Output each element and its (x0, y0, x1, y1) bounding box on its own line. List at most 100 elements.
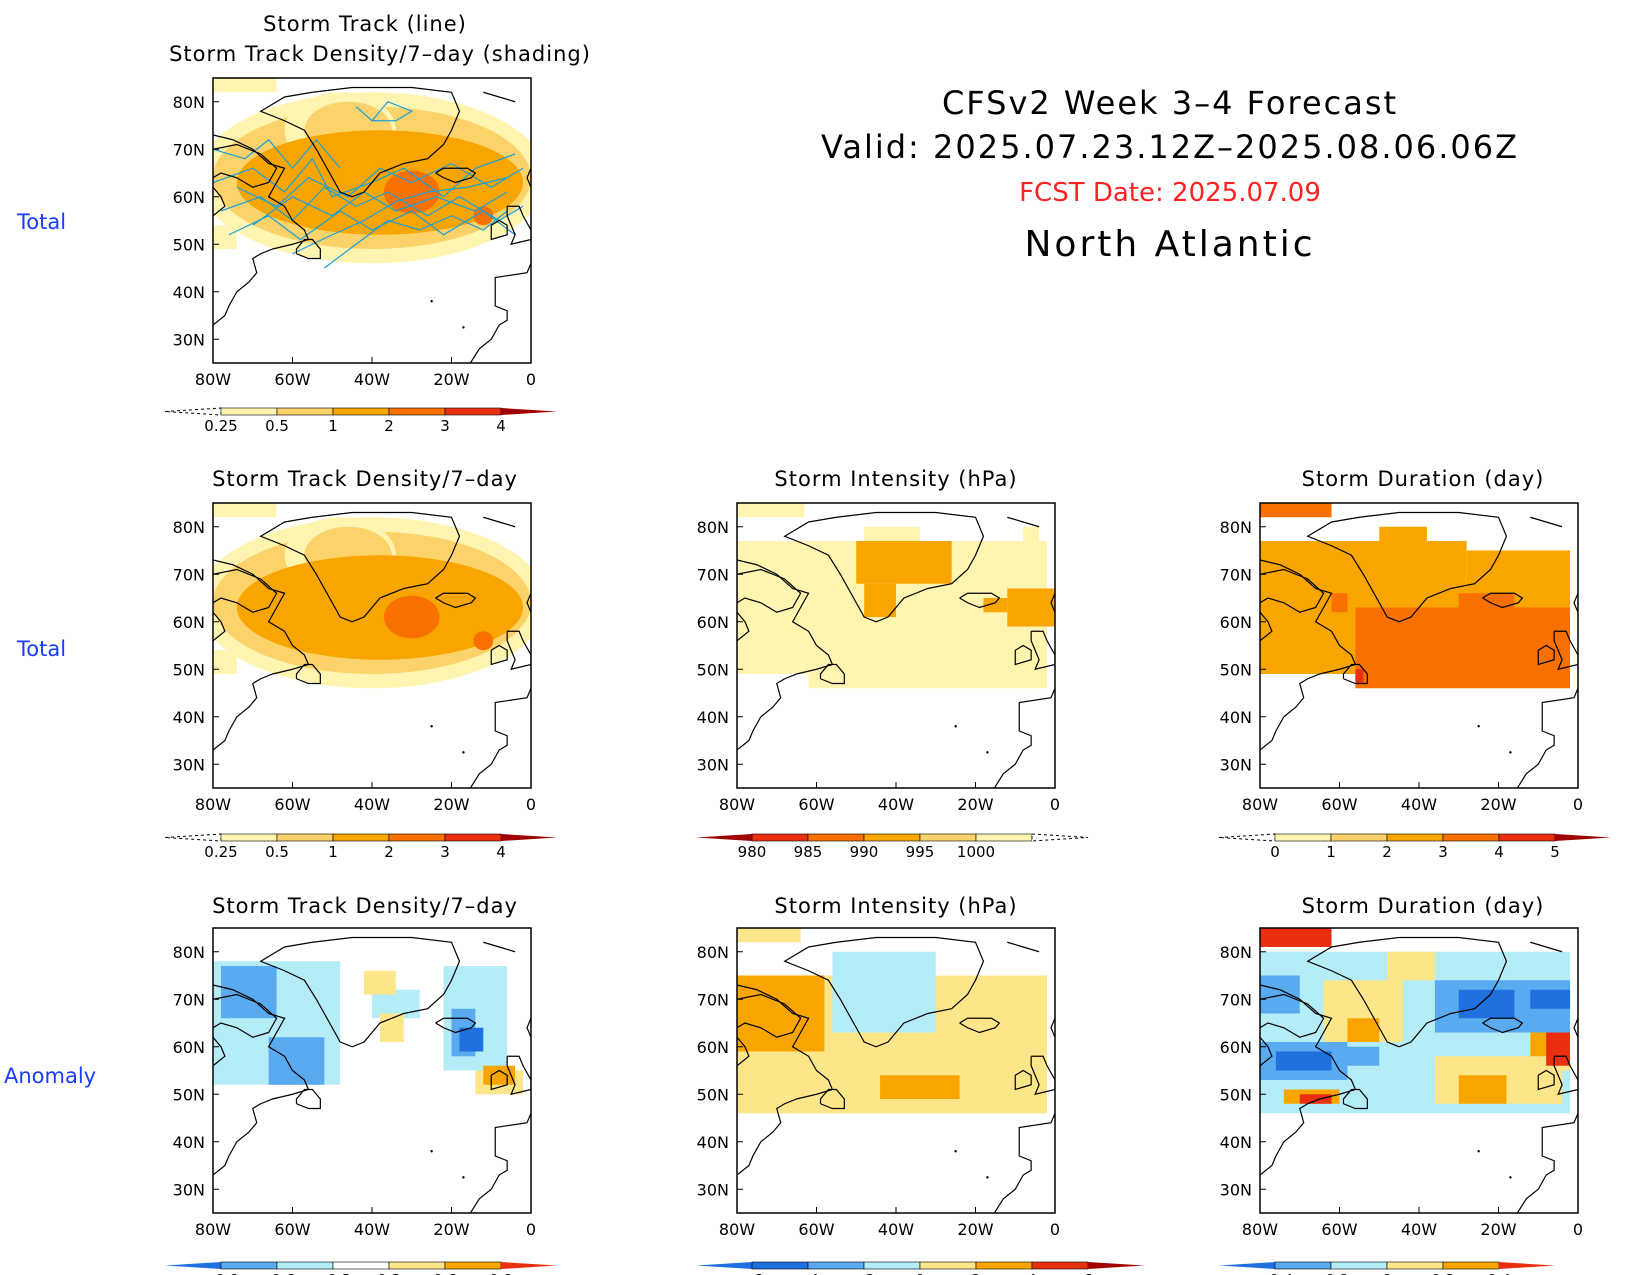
colorbar-density-anom-label-4: 0.6 (433, 1271, 457, 1275)
coastline-8 (1573, 1018, 1578, 1038)
coastline-9 (1516, 688, 1578, 788)
lat-label-1: 70N (1220, 565, 1252, 584)
dens-anom-neg06-1 (268, 1037, 325, 1085)
coastline-10 (1530, 516, 1563, 528)
colorbar-duration-label-0: 0 (1270, 843, 1280, 861)
coastline-7 (1537, 1069, 1555, 1091)
lon-label-4: 0 (526, 1220, 536, 1239)
colorbar-density-top-label-0: 0.25 (204, 417, 237, 435)
coastline-3 (1260, 1036, 1273, 1067)
coastline-4 (819, 1088, 845, 1110)
dur-anom-pos04-1 (1458, 1075, 1507, 1104)
lat-label-0: 80N (697, 518, 729, 537)
colorbar-density-label-2: 1 (328, 843, 338, 861)
colorbar-duration-right (1555, 834, 1611, 841)
colorbar-intensity-anom-label-3: 0 (915, 1271, 925, 1275)
lat-label-5: 30N (173, 1180, 205, 1199)
coastline-10 (483, 941, 516, 953)
density-1 (236, 130, 524, 235)
colorbar-duration-anom-label-0: −0.4 (1257, 1271, 1293, 1275)
colorbar-density-top-left (164, 407, 222, 416)
coastline-7 (1537, 644, 1555, 666)
coastline-8 (1573, 593, 1578, 613)
coastline-5 (959, 1017, 1001, 1034)
colorbar-density-top-label-3: 2 (384, 417, 394, 435)
dur-anom-neg04-2 (1530, 989, 1571, 1009)
colorbar-intensity-anom-right (1088, 1262, 1144, 1269)
p2-map: 80N 70N 60N 50N 40N 30N 80W 60W 40W 20W 0 (173, 502, 536, 814)
lat-label-3: 50N (1220, 660, 1252, 679)
azores-dot (430, 725, 433, 728)
lat-label-5: 30N (697, 755, 729, 774)
coastline-8 (526, 1018, 531, 1038)
madeira-dot (986, 751, 989, 754)
lat-label-0: 80N (173, 943, 205, 962)
lon-label-2: 40W (354, 1220, 390, 1239)
madeira-dot (462, 326, 465, 329)
colorbar-density-label-1: 0.5 (265, 843, 289, 861)
lat-label-3: 50N (173, 1085, 205, 1104)
colorbar-density-swatch-3 (388, 833, 446, 842)
lat-label-4: 40N (173, 1133, 205, 1152)
colorbar-duration-anom-label-1: −0.2 (1313, 1271, 1349, 1275)
row-label-total-2: Total (17, 637, 67, 661)
lat-label-1: 70N (697, 565, 729, 584)
region-title: North Atlantic (1024, 224, 1316, 265)
colorbar-intensity-anom-swatch-0 (751, 1261, 809, 1270)
lon-label-0: 80W (195, 370, 231, 389)
lat-label-1: 70N (1220, 990, 1252, 1009)
colorbar-density-top: 0.25 0.5 1 2 3 4 (164, 407, 557, 435)
colorbar-density-anom-label-1: −0.6 (259, 1271, 295, 1275)
coastline-0 (259, 936, 461, 1048)
storm-track-7 (323, 210, 508, 269)
lon-label-4: 0 (526, 370, 536, 389)
colorbar-intensity-left (696, 834, 752, 841)
density-2 (383, 170, 440, 214)
coastline-9 (993, 1113, 1055, 1213)
dur-anom-neg04-0 (1275, 1051, 1332, 1071)
lon-label-1: 60W (274, 1220, 310, 1239)
p6-map: 80N 70N 60N 50N 40N 30N 80W 60W 40W 20W 0 (697, 927, 1060, 1239)
coastline-10 (483, 91, 516, 103)
coastline-5 (435, 1017, 477, 1034)
panel3-title: Storm Intensity (hPa) (774, 467, 1018, 491)
coastline-6 (1030, 630, 1055, 671)
intensity-990-2 (1007, 588, 1055, 627)
colorbar-duration-label-2: 2 (1382, 843, 1392, 861)
lat-label-4: 40N (1220, 708, 1252, 727)
azores-dot (1477, 1150, 1480, 1153)
lon-label-2: 40W (1401, 1220, 1437, 1239)
lon-label-0: 80W (719, 795, 755, 814)
p5-field (213, 936, 531, 1213)
duration-4-0 (1355, 669, 1364, 684)
coastline-6 (1553, 630, 1578, 671)
lat-label-0: 80N (1220, 943, 1252, 962)
coastline-6 (506, 1055, 531, 1096)
intensity-990-0 (856, 541, 952, 584)
p7-map: 80N 70N 60N 50N 40N 30N 80W 60W 40W 20W 0 (1220, 927, 1583, 1239)
colorbar-intensity-swatch-4 (975, 833, 1033, 842)
colorbar-duration-anom-swatch-0 (1274, 1261, 1332, 1270)
lon-label-4: 0 (1050, 1220, 1060, 1239)
duration-3-0 (1355, 607, 1571, 689)
colorbar-density-anom-label-5: 0.9 (489, 1271, 513, 1275)
colorbar-duration-anom-swatch-1 (1330, 1261, 1388, 1270)
lat-label-1: 70N (173, 990, 205, 1009)
p4-field (1260, 503, 1578, 788)
colorbar-duration-anom-label-4: 0.4 (1487, 1271, 1511, 1275)
p2-field (213, 503, 531, 788)
lon-label-1: 60W (798, 795, 834, 814)
colorbar-density-anom-swatch-4 (444, 1261, 502, 1270)
colorbar-density-top-label-2: 1 (328, 417, 338, 435)
colorbar-duration-anom-left (1219, 1262, 1275, 1269)
lat-label-1: 70N (697, 990, 729, 1009)
colorbar-density-anom-swatch-3 (388, 1261, 446, 1270)
coastline-4 (295, 663, 321, 685)
density-cap (213, 503, 277, 518)
coastline-4 (1342, 1088, 1368, 1110)
colorbar-density-anom-label-0: −0.9 (203, 1271, 239, 1275)
colorbar-density-label-5: 4 (496, 843, 506, 861)
colorbar-intensity-anom-label-5: 4 (1027, 1271, 1037, 1275)
lat-label-1: 70N (173, 140, 205, 159)
madeira-dot (1509, 1176, 1512, 1179)
